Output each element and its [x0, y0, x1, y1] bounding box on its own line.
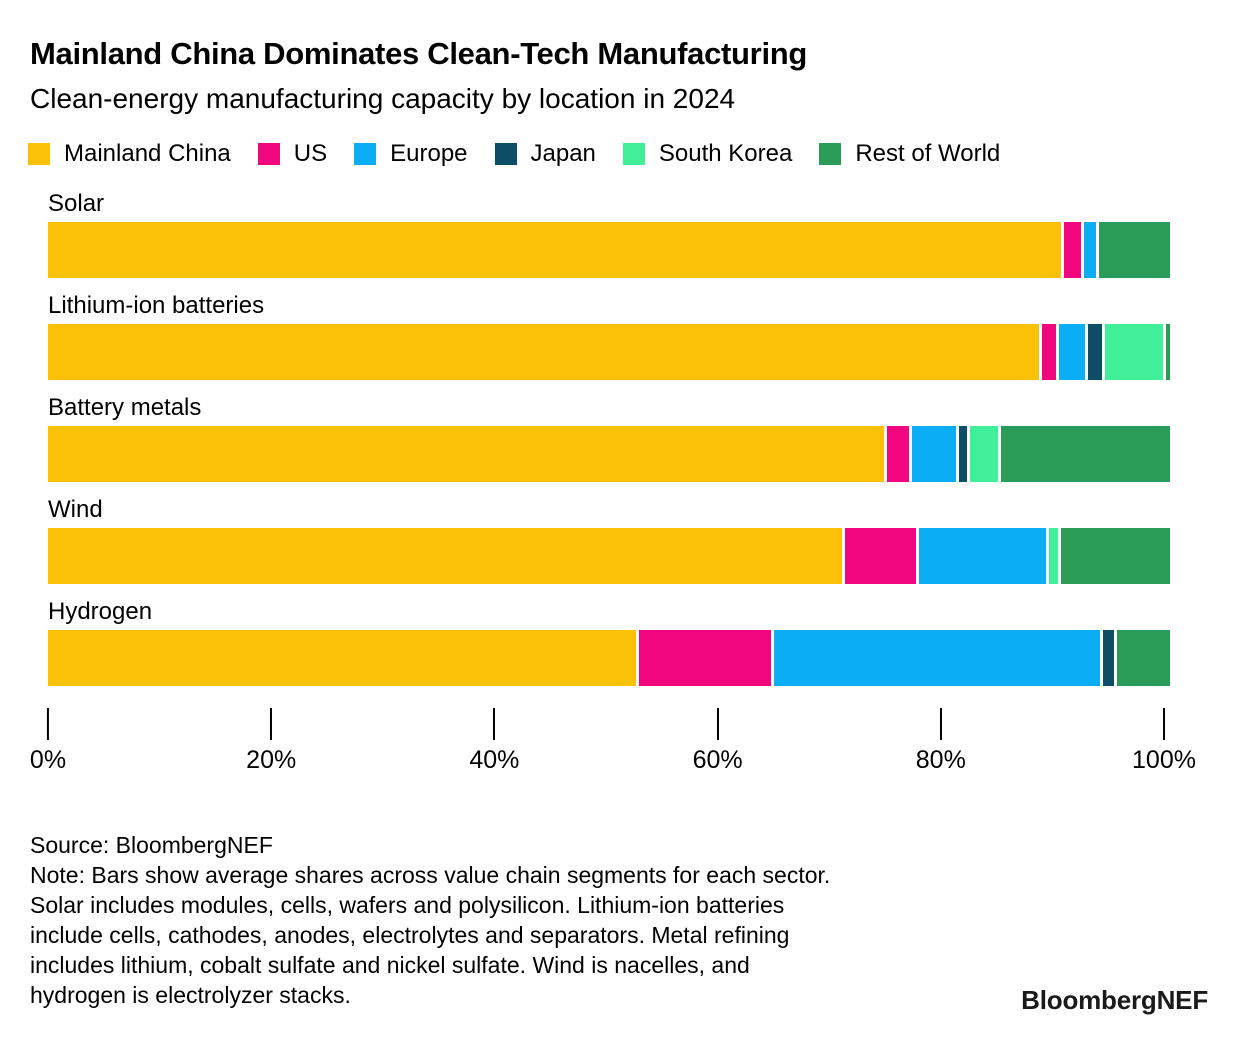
legend-label: Mainland China [64, 140, 231, 168]
chart-row: Lithium-ion batteries [48, 292, 1170, 381]
chart-row: Hydrogen [48, 598, 1170, 687]
note-line: hydrogen is electrolyzer stacks. [30, 982, 351, 1009]
bar-segment [1116, 630, 1170, 687]
page-title: Mainland China Dominates Clean-Tech Manu… [30, 36, 808, 71]
axis-tick: 60% [693, 708, 743, 778]
axis-tick-mark [716, 708, 719, 741]
bar-segment [48, 324, 1039, 381]
stacked-bar [48, 528, 1171, 585]
legend-item: Europe [354, 140, 468, 168]
bar-segment [844, 528, 916, 585]
bar-segment [1083, 222, 1096, 279]
axis-tick-label: 0% [29, 746, 67, 775]
axis-tick-label: 80% [915, 746, 966, 775]
bar-segment [48, 426, 884, 483]
axis-tick-label: 20% [246, 746, 297, 775]
legend-swatch-icon [28, 143, 50, 166]
legend-item: Mainland China [28, 142, 231, 166]
bar-segment [969, 426, 998, 483]
x-axis: 0% 20% 40% 60% 80% 100% [30, 708, 1196, 778]
legend-label: South Korea [658, 140, 793, 168]
axis-tick-mark [270, 708, 273, 741]
category-label: Battery metals [48, 394, 202, 422]
axis-tick: 20% [246, 708, 296, 778]
bar-segment [918, 528, 1047, 585]
bar-segment [911, 426, 957, 483]
legend-label: Rest of World [855, 140, 1001, 168]
bar-segment [1105, 324, 1163, 381]
axis-tick-label: 40% [469, 746, 520, 775]
legend-swatch-icon [354, 143, 377, 166]
header: Mainland China Dominates Clean-Tech Manu… [0, 0, 1240, 115]
axis-tick: 0% [30, 708, 66, 778]
footer: Source: BloombergNEF Note: Bars show ave… [30, 830, 1240, 1010]
bar-segment [1041, 324, 1057, 381]
page-subtitle: Clean-energy manufacturing capacity by l… [30, 82, 736, 114]
axis-tick: 80% [916, 708, 966, 778]
axis-tick-mark [1162, 708, 1165, 741]
legend-label: US [293, 140, 328, 168]
source-text: Source: BloombergNEF [30, 832, 273, 859]
bloombergnef-logo: BloombergNEF [1021, 985, 1208, 1015]
legend-label: Europe [390, 140, 468, 168]
category-label: Lithium-ion batteries [48, 292, 265, 320]
axis-tick-mark [493, 708, 496, 741]
bar-segment [48, 222, 1061, 279]
stacked-bar [48, 222, 1170, 279]
legend-item: Rest of World [819, 142, 1000, 166]
bar-segment [1063, 222, 1081, 279]
axis-tick-label: 60% [692, 746, 743, 775]
bar-segment [1061, 528, 1171, 585]
bar-segment [1059, 324, 1085, 381]
bar-segment [48, 630, 637, 687]
bar-segment [959, 426, 967, 483]
bar-segment [1049, 528, 1059, 585]
bar-segment [1098, 222, 1170, 279]
note-line: Solar includes modules, cells, wafers an… [30, 892, 785, 919]
category-label: Hydrogen [48, 598, 153, 626]
legend-swatch-icon [494, 143, 517, 166]
bar-segment [1087, 324, 1103, 381]
note-line: includes lithium, cobalt sulfate and nic… [30, 952, 750, 979]
category-label: Solar [48, 190, 105, 218]
bar-segment [774, 630, 1100, 687]
stacked-bar [48, 426, 1170, 483]
axis-tick: 100% [1132, 708, 1196, 778]
stacked-bar [48, 630, 1170, 687]
legend-item: US [257, 140, 328, 168]
chart-rows: Solar Lithium-ion batteries Battery metals… [48, 190, 1171, 687]
legend-item: South Korea [622, 140, 793, 168]
bar-segment [886, 426, 909, 483]
legend-swatch-icon [819, 143, 842, 166]
legend-item: Japan [494, 140, 596, 168]
axis-tick-mark [939, 708, 942, 741]
note-line: Note: Bars show average shares across va… [30, 862, 831, 889]
bar-segment [639, 630, 772, 687]
note-line: include cells, cathodes, anodes, electro… [30, 922, 790, 949]
chart-row: Solar [48, 190, 1170, 279]
axis-tick-mark [46, 708, 49, 741]
legend-swatch-icon [257, 143, 280, 166]
axis-tick-label: 100% [1132, 746, 1196, 775]
stacked-bar [48, 324, 1170, 381]
chart-row: Wind [48, 496, 1171, 585]
bar-segment [1102, 630, 1114, 687]
category-label: Wind [48, 496, 103, 524]
legend-label: Japan [530, 140, 596, 168]
legend-swatch-icon [622, 143, 645, 166]
bar-segment [1165, 324, 1170, 381]
bar-segment [1000, 426, 1170, 483]
axis-tick: 40% [469, 708, 519, 778]
chart-row: Battery metals [48, 394, 1170, 483]
legend: Mainland China US Europe Japan South Korea Re… [28, 142, 1240, 166]
bar-segment [48, 528, 842, 585]
